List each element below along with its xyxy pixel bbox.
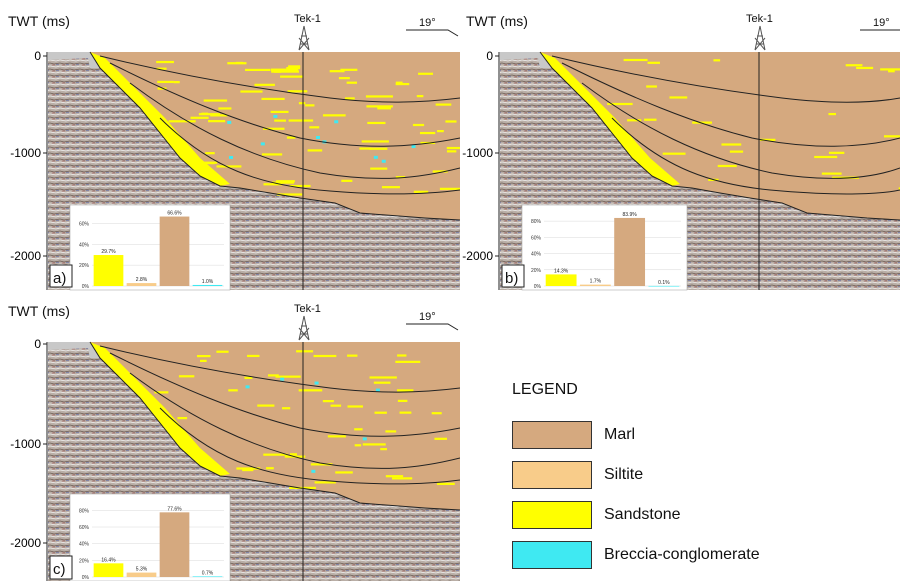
well-label: Tek-1 [294, 13, 321, 25]
chart-y-tick: 80% [531, 219, 542, 225]
chart-bar [192, 576, 223, 578]
chart-data-label: 29.7% [101, 249, 116, 255]
y-tick-label: -2000 [10, 249, 41, 263]
y-tick-label: -1000 [10, 146, 41, 160]
chart-y-tick: 40% [79, 242, 90, 248]
panel-tag-box [49, 555, 73, 580]
chart-data-label: 2.8% [136, 277, 148, 283]
chart-bar [93, 255, 124, 286]
seismic-panel-c: TWT (ms) Tek-1 19° 0 -1000 -2000 [0, 298, 460, 581]
chart-bar [545, 274, 577, 286]
chart-y-tick: 40% [79, 542, 90, 548]
chart-data-label: 77.6% [167, 506, 182, 512]
chart-data-label: 5.3% [136, 567, 148, 573]
twt-axis-title: TWT (ms) [466, 13, 528, 29]
well-label: Tek-1 [746, 13, 773, 25]
chart-data-label: 16.4% [101, 557, 116, 563]
y-axis: 0 -1000 -2000 [10, 337, 48, 581]
y-tick-label: -2000 [462, 249, 493, 263]
legend-item-breccia-conglomerate: Breccia-conglomerate [512, 541, 852, 571]
dip-arrow-icon [406, 323, 459, 331]
panel-tag-box [49, 264, 73, 288]
seismic-panel-b: TWT (ms) Tek-1 19° 0 -1000 -2000 [462, 8, 900, 293]
twt-axis-title: TWT (ms) [8, 303, 70, 319]
legend-swatch-breccia [512, 541, 592, 569]
facies-percent-chart: 0% 20% 40% 60% 80% 16.4% 5.3% 77.6% 0.7% [69, 493, 231, 581]
legend-label: Siltite [604, 466, 644, 483]
chart-data-label: 1.7% [590, 279, 602, 285]
well-derrick-icon [298, 25, 310, 51]
chart-y-tick: 20% [79, 263, 90, 269]
legend-swatch-siltite [512, 461, 592, 489]
legend-swatch-sandstone [512, 501, 592, 529]
y-tick-label: 0 [34, 49, 41, 63]
chart-data-label: 14.3% [554, 268, 569, 274]
chart-data-label: 0.7% [202, 570, 214, 576]
y-axis: 0 -1000 -2000 [462, 49, 500, 290]
chart-bar [126, 283, 157, 286]
y-axis: 0 -1000 -2000 [10, 49, 48, 290]
legend-label: Breccia-conglomerate [604, 546, 760, 563]
panel-a-figure: TWT (ms) Tek-1 19° 0 -1000 -2000 [8, 13, 460, 291]
panel-tag-box [501, 264, 525, 288]
chart-y-tick: 0% [82, 284, 90, 290]
chart-y-tick: 60% [531, 235, 542, 241]
chart-y-tick: 0% [534, 284, 542, 290]
chart-bar [648, 285, 680, 287]
chart-data-label: 1.0% [202, 279, 214, 285]
twt-axis-title: TWT (ms) [8, 13, 70, 29]
chart-y-tick: 60% [79, 221, 90, 227]
panel-tag: a) [53, 270, 66, 287]
facies-percent-chart: 0% 20% 40% 60% 29.7% 2.8% 66.6% 1.0% [69, 204, 231, 291]
section-image [48, 341, 460, 581]
y-tick-label: 0 [34, 337, 41, 351]
chart-bar [126, 572, 157, 577]
chart-y-tick: 20% [79, 558, 90, 564]
dip-arrow-icon [406, 29, 459, 37]
chart-data-label: 66.6% [167, 211, 182, 217]
chart-bar [159, 512, 190, 577]
chart-bar [614, 217, 646, 286]
panel-tag: b) [505, 270, 518, 287]
dip-label: 19° [419, 311, 436, 323]
dip-label: 19° [873, 17, 890, 29]
y-tick-label: -1000 [10, 437, 41, 451]
chart-data-label: 0.1% [658, 280, 670, 286]
dip-label: 19° [419, 17, 436, 29]
chart-y-tick: 80% [79, 508, 90, 514]
chart-data-label: 83.9% [623, 212, 638, 218]
well-derrick-icon [754, 25, 766, 51]
panel-b-figure: TWT (ms) Tek-1 19° 0 -1000 -2000 [462, 13, 900, 291]
legend-label: Marl [604, 426, 636, 443]
panel-tag: c) [53, 561, 66, 578]
y-tick-label: -1000 [462, 146, 493, 160]
legend-item-marl: Marl [512, 421, 852, 451]
chart-y-tick: 40% [531, 252, 542, 258]
legend-item-siltite: Siltite [512, 461, 852, 491]
chart-bar [93, 563, 124, 577]
panel-c-figure: TWT (ms) Tek-1 19° 0 -1000 -2000 [8, 303, 460, 581]
well-derrick-icon [298, 315, 310, 341]
seismic-panel-a: TWT (ms) Tek-1 19° 0 -1000 -2000 [0, 8, 460, 293]
legend-swatch-marl [512, 421, 592, 449]
section-image [48, 51, 460, 290]
y-tick-label: -2000 [10, 536, 41, 550]
chart-y-tick: 20% [531, 268, 542, 274]
chart-y-tick: 60% [79, 525, 90, 531]
chart-bar [579, 284, 611, 286]
legend-label: Sandstone [604, 506, 681, 523]
legend: LEGEND Marl Siltite Sandstone Breccia-co… [512, 381, 852, 571]
chart-y-tick: 0% [82, 575, 90, 581]
legend-title: LEGEND [512, 381, 578, 398]
legend-item-sandstone: Sandstone [512, 501, 852, 531]
y-tick-label: 0 [486, 49, 493, 63]
well-label: Tek-1 [294, 303, 321, 315]
chart-bar [159, 216, 190, 286]
facies-percent-chart: 0% 20% 40% 60% 80% 14.3% 1.7% 83.9% 0.1% [521, 204, 688, 291]
chart-bar [192, 284, 223, 286]
